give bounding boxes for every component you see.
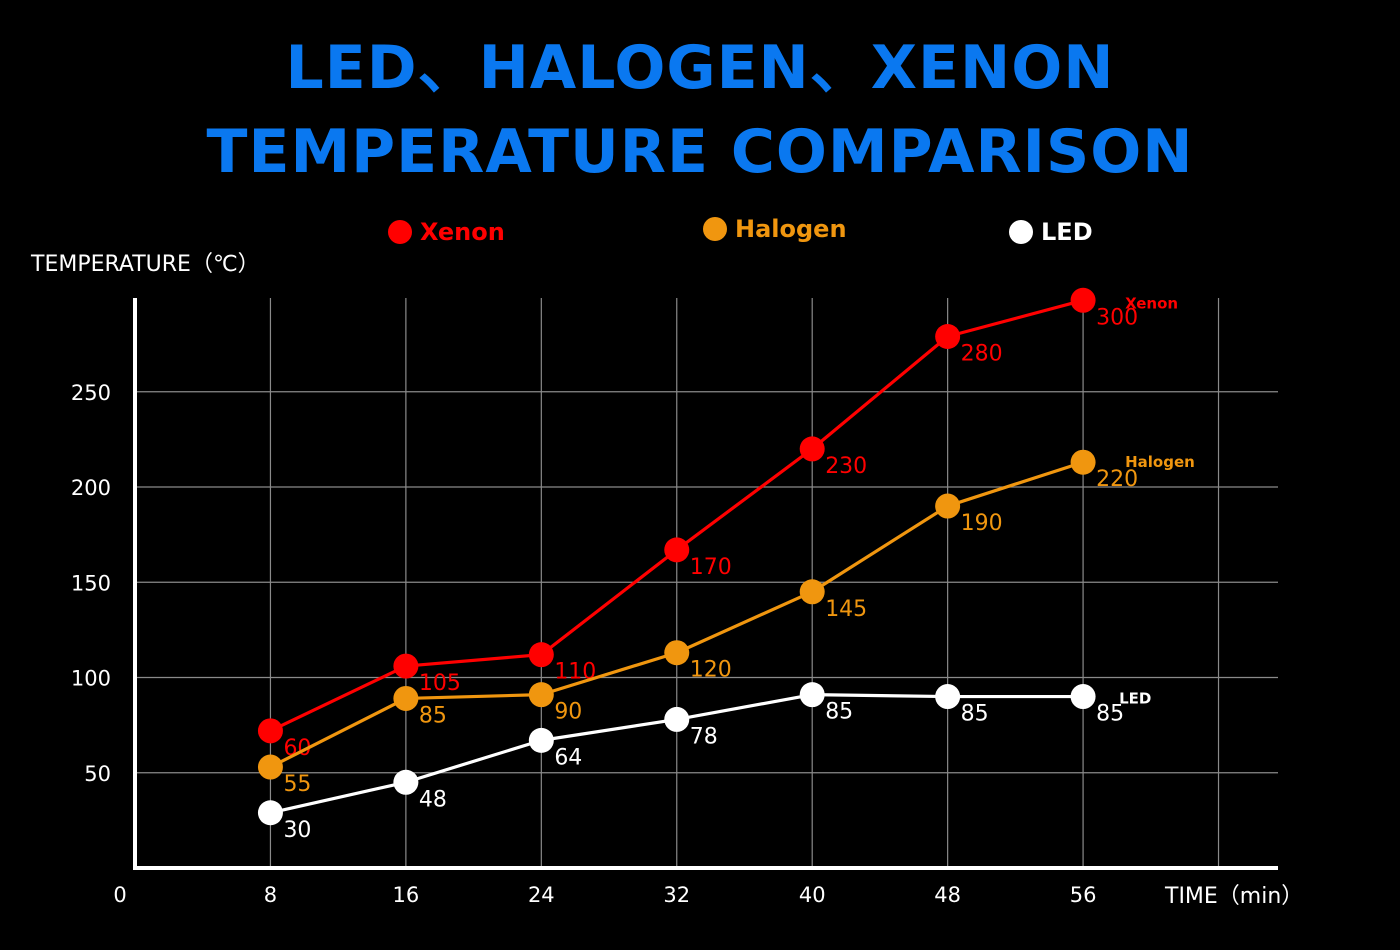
data-label-halogen: 145 xyxy=(825,597,867,622)
chart-title-line-1: LED、HALOGEN、XENON xyxy=(285,33,1115,103)
data-point-xenon xyxy=(257,718,283,744)
y-tick-label: 50 xyxy=(84,762,111,786)
data-point-halogen xyxy=(528,682,554,708)
data-label-halogen: 120 xyxy=(690,658,732,683)
data-point-xenon xyxy=(935,324,961,350)
data-point-xenon xyxy=(528,642,554,668)
data-point-led xyxy=(528,727,554,753)
y-axis-label: TEMPERATURE（℃） xyxy=(31,252,260,277)
data-label-led: 85 xyxy=(1096,702,1124,727)
data-point-xenon xyxy=(799,436,825,462)
data-label-xenon: 230 xyxy=(825,454,867,479)
x-tick-label: 56 xyxy=(1070,883,1097,907)
data-label-halogen: 55 xyxy=(283,772,311,797)
data-point-halogen xyxy=(1070,449,1096,475)
legend-xenon-label: Xenon xyxy=(420,218,505,246)
y-tick-label: 100 xyxy=(71,667,111,691)
data-point-led xyxy=(664,706,690,732)
legend-xenon: Xenon xyxy=(388,218,505,246)
data-label-xenon: 280 xyxy=(961,342,1003,367)
data-point-xenon xyxy=(664,537,690,563)
legend-halogen-marker xyxy=(703,217,727,241)
data-label-halogen: 90 xyxy=(554,700,582,725)
data-label-xenon: 105 xyxy=(419,671,461,696)
legend-halogen-label: Halogen xyxy=(735,215,847,243)
data-point-halogen xyxy=(935,493,961,519)
x-tick-label: 8 xyxy=(264,883,277,907)
data-point-halogen xyxy=(393,685,419,711)
series-end-label-xenon: Xenon xyxy=(1125,294,1178,312)
data-point-halogen xyxy=(257,754,283,780)
data-point-led xyxy=(257,800,283,826)
data-point-led xyxy=(799,682,825,708)
legend-halogen: Halogen xyxy=(703,215,847,243)
x-tick-label: 48 xyxy=(934,883,961,907)
data-label-halogen: 85 xyxy=(419,703,447,728)
legend-led: LED xyxy=(1009,218,1093,246)
x-tick-label: 24 xyxy=(528,883,555,907)
x-tick-label: 16 xyxy=(393,883,420,907)
data-point-xenon xyxy=(393,653,419,679)
data-label-led: 85 xyxy=(825,700,853,725)
data-point-led xyxy=(935,684,961,710)
y-tick-label: 250 xyxy=(71,381,111,405)
data-point-led xyxy=(1070,684,1096,710)
series-end-label-led: LED xyxy=(1119,690,1151,708)
data-label-halogen: 190 xyxy=(961,511,1003,536)
x-tick-label: 32 xyxy=(663,883,690,907)
data-label-led: 64 xyxy=(554,745,582,770)
legend-led-label: LED xyxy=(1041,218,1093,246)
data-label-led: 48 xyxy=(419,787,447,812)
legend-xenon-marker xyxy=(388,220,412,244)
data-point-halogen xyxy=(664,640,690,666)
data-label-led: 30 xyxy=(283,818,311,843)
x-axis-label: TIME（min） xyxy=(1165,884,1304,909)
data-label-halogen: 220 xyxy=(1096,467,1138,492)
data-label-led: 78 xyxy=(690,724,718,749)
legend-led-marker xyxy=(1009,220,1033,244)
series-end-label-halogen: Halogen xyxy=(1125,453,1195,471)
y-tick-label: 200 xyxy=(71,476,111,500)
x-tick-label: 40 xyxy=(799,883,826,907)
data-label-xenon: 170 xyxy=(690,555,732,580)
data-point-halogen xyxy=(799,579,825,605)
chart-title-line-2: TEMPERATURE COMPARISON xyxy=(206,117,1194,187)
data-label-xenon: 300 xyxy=(1096,305,1138,330)
data-label-led: 85 xyxy=(961,702,989,727)
data-point-xenon xyxy=(1070,287,1096,313)
x-tick-label: 0 xyxy=(113,883,126,907)
data-point-led xyxy=(393,769,419,795)
y-tick-label: 150 xyxy=(71,571,111,595)
